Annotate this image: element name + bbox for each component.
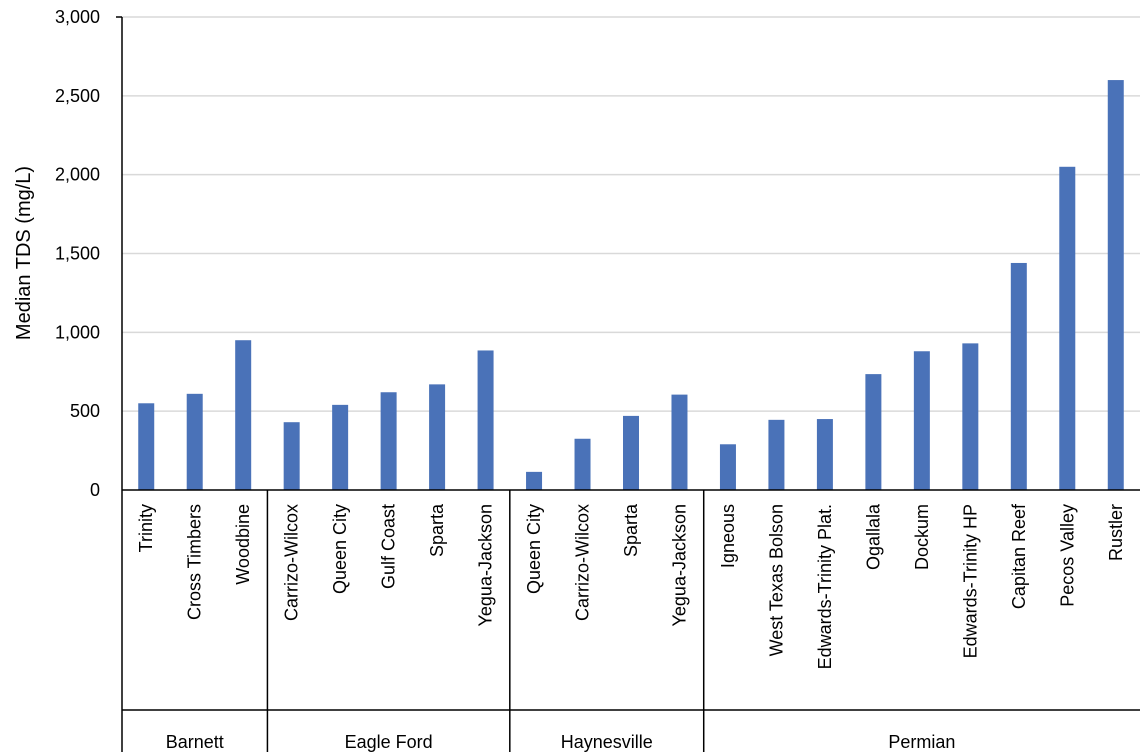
bar (962, 343, 979, 490)
bar (477, 350, 494, 490)
bar (671, 394, 688, 490)
bar (913, 351, 930, 490)
x-tick-label: Carrizo-Wilcox (282, 504, 302, 621)
group-label: Eagle Ford (345, 732, 433, 752)
bar (235, 340, 252, 490)
bar (816, 419, 833, 490)
x-tick-label: Sparta (621, 503, 641, 557)
x-tick-label: Dockum (912, 504, 932, 570)
x-tick-label: Pecos Valley (1057, 504, 1077, 607)
group-label: Haynesville (561, 732, 653, 752)
x-tick-label: Trinity (136, 504, 156, 552)
bar (526, 471, 543, 490)
bar (1107, 80, 1124, 491)
x-tick-label: Woodbine (233, 504, 253, 585)
bar (429, 384, 446, 490)
bar (186, 393, 203, 490)
bar (138, 403, 155, 490)
bars (138, 80, 1124, 491)
y-tick-label: 2,500 (55, 86, 100, 106)
y-tick-label: 2,000 (55, 165, 100, 185)
bar (623, 415, 639, 490)
x-tick-label: Sparta (427, 503, 447, 557)
y-tick-labels: 0 500 1,000 1,500 2,000 2,500 3,000 (55, 7, 100, 500)
x-tick-label: Edwards-Trinity Plat. (815, 504, 835, 669)
bar (768, 419, 785, 490)
category-labels: Trinity Cross Timbers Woodbine Carrizo-Wilc… (136, 503, 1126, 669)
bar (283, 422, 300, 490)
bar (1059, 166, 1076, 491)
x-tick-label: West Texas Bolson (766, 504, 786, 656)
x-tick-label: Rustler (1106, 504, 1126, 561)
y-tick-label: 1,000 (55, 322, 100, 342)
gridlines (122, 16, 1140, 412)
x-tick-label: Cross Timbers (185, 504, 205, 620)
bar (1010, 262, 1027, 490)
group-label: Barnett (166, 732, 224, 752)
y-tick-label: 500 (70, 401, 100, 421)
x-tick-label: Carrizo-Wilcox (573, 504, 593, 621)
bar (332, 404, 349, 490)
y-tick-label: 1,500 (55, 244, 100, 264)
x-tick-label: Igneous (718, 504, 738, 568)
x-tick-label: Queen City (330, 504, 350, 594)
bar (380, 392, 397, 490)
x-tick-label: Edwards-Trinity HP (960, 504, 980, 658)
x-tick-label: Yegua-Jackson (476, 504, 496, 626)
bar (719, 444, 736, 490)
bar (574, 438, 591, 490)
y-tick-label: 0 (90, 480, 100, 500)
x-tick-label: Queen City (524, 504, 544, 594)
x-tick-label: Gulf Coast (379, 504, 399, 589)
group-label: Permian (888, 732, 955, 752)
x-tick-label: Ogallala (863, 503, 883, 570)
bar (865, 374, 882, 490)
x-tick-label: Yegua-Jackson (669, 504, 689, 626)
y-tick-label: 3,000 (55, 7, 100, 27)
x-tick-label: Capitan Reef (1009, 503, 1029, 609)
axes (116, 16, 1140, 752)
group-labels: Barnett Eagle Ford Haynesville Permian (166, 732, 956, 752)
y-axis-title: Median TDS (mg/L) (13, 166, 35, 340)
